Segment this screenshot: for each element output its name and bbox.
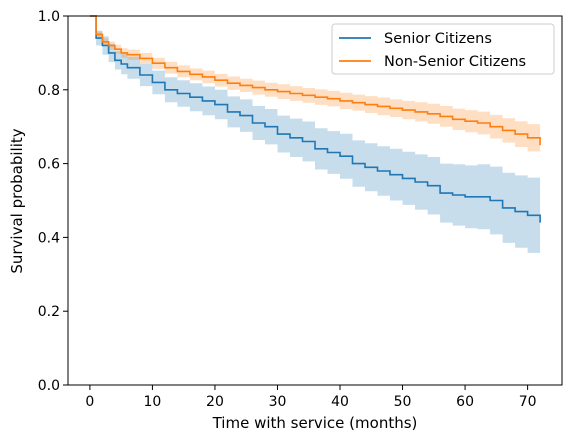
x-tick-label: 70: [519, 394, 537, 410]
legend-label-non-senior-citizens: Non-Senior Citizens: [384, 54, 526, 70]
axes: 0 10 20 30 40 50 60 70 0.0 0.2 0.4 0.6 0.8 1.0: [38, 9, 563, 410]
x-tick-label: 50: [394, 394, 412, 410]
x-tick-label: 10: [144, 394, 162, 410]
senior-citizens-confidence-band: [89, 16, 541, 264]
y-axis-label: Survival probability: [8, 128, 26, 273]
confidence-bands: [89, 16, 541, 264]
senior-citizens-survival-line: [89, 15, 541, 223]
plot-frame: [67, 15, 563, 386]
x-tick-label: 30: [269, 394, 287, 410]
legend-label-senior-citizens: Senior Citizens: [384, 31, 492, 47]
x-tick-label: 40: [331, 394, 349, 410]
y-tick-label: 0.0: [38, 378, 60, 394]
x-tick-label: 60: [456, 394, 474, 410]
x-tick-label: 20: [206, 394, 224, 410]
legend-box: [331, 23, 555, 75]
y-tick-label: 1.0: [38, 9, 60, 25]
y-tick-label: 0.2: [38, 304, 60, 320]
x-tick-label: 0: [85, 394, 94, 410]
y-tick-label: 0.4: [38, 230, 60, 246]
legend: Senior Citizens Non-Senior Citizens: [331, 23, 555, 75]
non-senior-citizens-survival-line: [89, 15, 541, 146]
y-tick-label: 0.6: [38, 157, 60, 173]
y-tick-label: 0.8: [38, 83, 60, 99]
survival-lines: [89, 15, 541, 223]
x-axis-label: Time with service (months): [212, 414, 418, 432]
